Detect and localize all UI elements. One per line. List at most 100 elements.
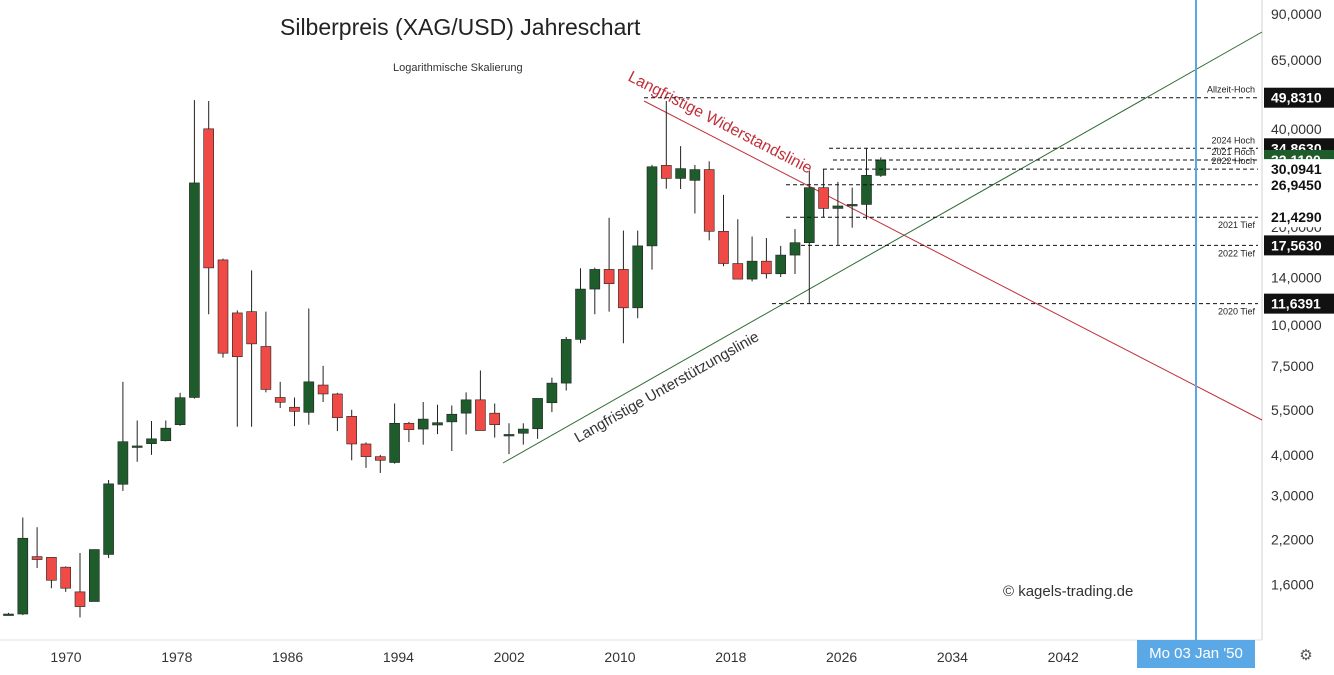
candle-body[interactable] [360,443,372,457]
candle-body[interactable] [489,412,501,425]
candle-body[interactable] [460,399,472,414]
candle-body[interactable] [303,381,315,413]
x-tick-label: 1986 [272,649,303,665]
y-tick-label: 4,0000 [1271,447,1314,463]
candle-body[interactable] [46,557,57,581]
y-tick-label: 40,0000 [1271,121,1322,137]
candle-body[interactable] [775,254,787,275]
candle-body[interactable] [3,613,14,616]
candle-body[interactable] [832,205,844,209]
candle-body[interactable] [646,166,658,247]
x-tick-label: 1978 [161,649,192,665]
candle-body[interactable] [675,168,686,179]
candle-body[interactable] [103,483,114,555]
candle-body[interactable] [789,242,801,256]
candle-body[interactable] [203,128,214,269]
candle-body[interactable] [761,260,772,275]
candle-body[interactable] [732,263,744,280]
candle-body[interactable] [17,537,29,615]
candle-body[interactable] [160,427,172,442]
candle-body[interactable] [374,456,386,461]
y-tick-label: 65,0000 [1271,52,1322,68]
candle-body[interactable] [232,312,243,358]
candle-body[interactable] [246,311,257,345]
price-level-label: 2020 Tief [1218,307,1256,317]
candle-body[interactable] [189,182,200,398]
price-badge [1264,159,1334,180]
candle-body[interactable] [861,175,872,205]
price-level-label: 2022 Tief [1218,248,1256,258]
price-level-label: 2021 Hoch [1211,147,1255,157]
candle-body[interactable] [432,422,443,426]
candle-body[interactable] [718,230,729,264]
candle-body[interactable] [289,406,300,412]
resistance-label: Langfristige Widerstandslinie [625,68,815,177]
candle-body[interactable] [117,441,129,485]
candle-body[interactable] [703,169,715,232]
candle-body[interactable] [532,398,543,430]
candle-body[interactable] [317,384,329,395]
candle-body[interactable] [746,260,758,280]
candle-body[interactable] [332,393,343,419]
candle-body[interactable] [217,259,229,354]
candle-body[interactable] [74,591,86,607]
candle-body[interactable] [603,269,615,284]
candle-body[interactable] [274,397,286,403]
candle-body[interactable] [875,159,887,176]
candle-body[interactable] [60,566,72,589]
candle-body[interactable] [403,422,415,430]
price-badge-value: 17,5630 [1271,237,1322,253]
candle-body[interactable] [89,549,100,602]
x-tick-label: 2026 [826,649,857,665]
price-level-label: Allzeit-Hoch [1207,85,1255,95]
candle-body[interactable] [589,269,601,290]
support-label: Langfristige Unterstützungslinie [572,328,762,446]
price-badge-value: 30,0941 [1271,161,1322,177]
candle-body[interactable] [618,269,629,309]
candle-body[interactable] [632,245,644,309]
x-tick-label: 2018 [715,649,746,665]
copyright-text: © kagels-trading.de [1003,583,1134,600]
candle-body[interactable] [174,397,186,425]
candle-body[interactable] [846,204,858,207]
y-tick-label: 3,0000 [1271,488,1314,504]
resistance-trendline[interactable] [643,100,1263,421]
y-tick-label: 14,0000 [1271,269,1322,285]
x-tick-label: 1994 [383,649,414,665]
candle-body[interactable] [546,382,558,404]
y-tick-label: 10,0000 [1271,317,1322,333]
candle-body[interactable] [517,428,529,434]
candle-body[interactable] [689,169,701,181]
candle-body[interactable] [417,418,429,430]
candle-body[interactable] [575,288,586,340]
x-tick-label: 2002 [494,649,525,665]
x-tick-label: 2042 [1048,649,1079,665]
price-badge [1264,87,1334,108]
price-level-label: 2022 Hoch [1211,156,1255,166]
candle-body[interactable] [803,187,815,243]
x-tick-label: 1970 [50,649,81,665]
candle-body[interactable] [146,438,157,444]
candle-body[interactable] [346,416,358,445]
price-badge [1264,174,1334,195]
gear-icon[interactable]: ⚙ [1299,647,1313,664]
price-badge [1264,207,1334,228]
candle-body[interactable] [475,399,486,431]
candle-body[interactable] [660,165,672,179]
candle-body[interactable] [818,187,829,209]
support-trendline[interactable] [502,31,1263,464]
candle-body[interactable] [503,434,515,437]
candle-body[interactable] [389,422,400,463]
candle-body[interactable] [446,413,458,423]
candle-body[interactable] [260,346,272,390]
x-tick-label: 2034 [937,649,968,665]
x-tick-label: 2010 [604,649,635,665]
candle-body[interactable] [560,339,572,384]
candle-body[interactable] [31,556,43,560]
y-tick-label: 2,2000 [1271,532,1314,548]
candle-body[interactable] [131,445,143,448]
y-tick-label: 7,5000 [1271,358,1314,374]
price-level-label: 2021 Tief [1218,220,1256,230]
